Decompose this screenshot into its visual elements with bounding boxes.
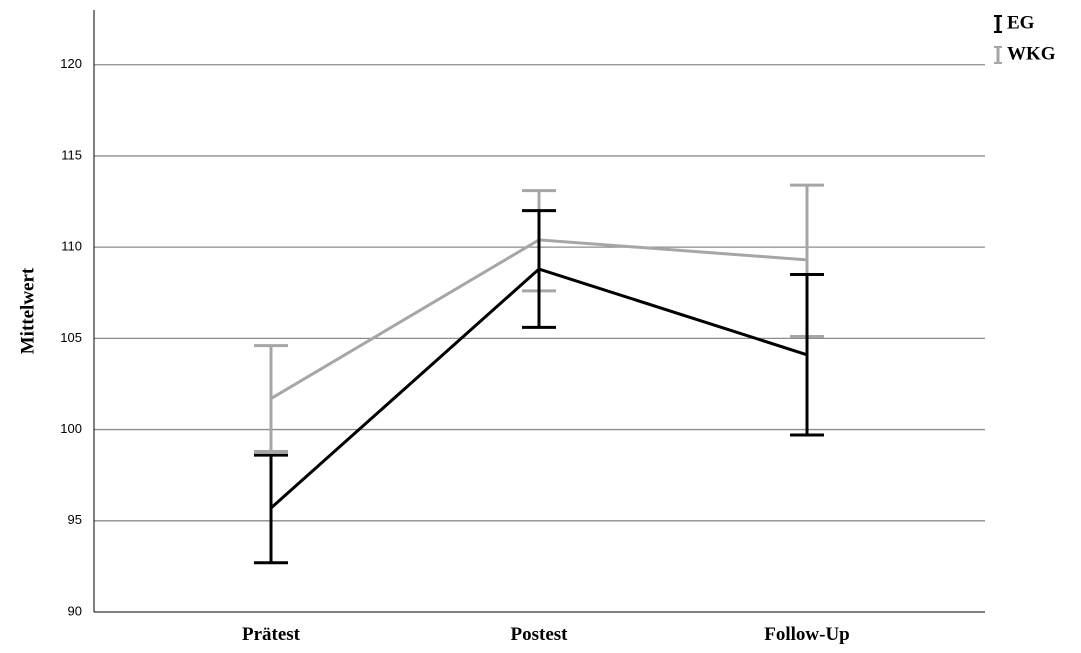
y-tick-label: 90 [68,603,82,618]
legend-item-WKG: WKG [994,43,1056,64]
y-tick-label: 115 [61,147,82,162]
legend-label: WKG [1007,43,1056,64]
series-layer [254,183,824,565]
x-tick-labels: Prätest Postest Follow-Up [242,624,850,645]
y-tick-labels: 90 95 100 105 110 115 120 [60,56,82,618]
axes [93,10,985,613]
y-tick-label: 95 [68,512,82,527]
y-tick-label: 120 [60,56,82,71]
series-EG [254,209,824,565]
y-tick-label: 100 [60,421,82,436]
legend-label: EG [1007,12,1035,33]
x-tick-label: Follow-Up [764,624,850,645]
y-tick-label: 105 [60,330,82,345]
y-tick-label: 110 [61,239,82,254]
y-axis-title: Mittelwert [17,267,38,354]
legend-item-EG: EG [994,12,1035,33]
x-tick-label: Postest [511,624,569,645]
gridlines [94,64,985,522]
x-tick-label: Prätest [242,624,301,645]
legend: EG WKG [994,12,1056,64]
